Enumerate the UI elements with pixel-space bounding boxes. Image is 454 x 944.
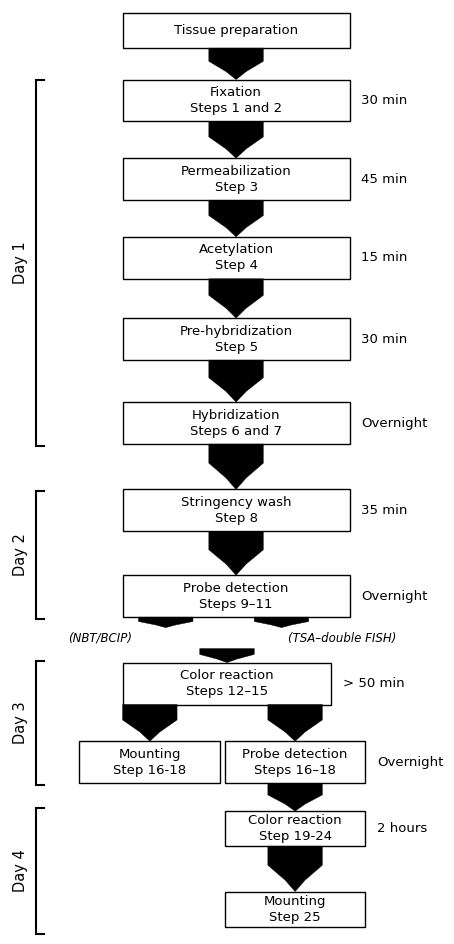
Polygon shape (209, 278, 263, 318)
FancyBboxPatch shape (123, 318, 350, 360)
Text: 15 min: 15 min (361, 251, 407, 264)
Text: Probe detection
Steps 9–11: Probe detection Steps 9–11 (183, 582, 289, 611)
Text: 2 hours: 2 hours (377, 822, 427, 835)
Text: Day 2: Day 2 (13, 533, 28, 577)
Text: Day 1: Day 1 (13, 242, 28, 284)
Polygon shape (200, 649, 254, 663)
Text: 45 min: 45 min (361, 173, 407, 186)
Text: Fixation
Steps 1 and 2: Fixation Steps 1 and 2 (190, 86, 282, 115)
Polygon shape (209, 444, 263, 490)
Text: (TSA–double FISH): (TSA–double FISH) (288, 632, 397, 645)
FancyBboxPatch shape (123, 663, 331, 704)
Polygon shape (209, 48, 263, 79)
Text: Permeabilization
Step 3: Permeabilization Step 3 (181, 164, 291, 194)
FancyBboxPatch shape (225, 891, 365, 926)
FancyBboxPatch shape (225, 741, 365, 784)
Text: > 50 min: > 50 min (343, 677, 405, 690)
Text: 30 min: 30 min (361, 332, 407, 346)
Polygon shape (209, 360, 263, 402)
Text: Stringency wash
Step 8: Stringency wash Step 8 (181, 496, 291, 525)
FancyBboxPatch shape (123, 402, 350, 444)
FancyBboxPatch shape (225, 811, 365, 846)
Text: 35 min: 35 min (361, 504, 407, 517)
Text: Day 4: Day 4 (13, 850, 28, 892)
Text: (NBT/BCIP): (NBT/BCIP) (68, 632, 132, 645)
Text: Probe detection
Steps 16–18: Probe detection Steps 16–18 (242, 748, 348, 777)
Text: 30 min: 30 min (361, 94, 407, 107)
Text: Overnight: Overnight (377, 756, 443, 768)
FancyBboxPatch shape (123, 490, 350, 531)
Text: Overnight: Overnight (361, 416, 427, 430)
Polygon shape (268, 704, 322, 741)
Polygon shape (138, 617, 193, 628)
FancyBboxPatch shape (123, 13, 350, 48)
Text: Overnight: Overnight (361, 590, 427, 602)
FancyBboxPatch shape (123, 237, 350, 278)
Polygon shape (254, 617, 309, 628)
Polygon shape (209, 122, 263, 159)
FancyBboxPatch shape (123, 159, 350, 200)
Text: Hybridization
Steps 6 and 7: Hybridization Steps 6 and 7 (190, 409, 282, 438)
Text: Acetylation
Step 4: Acetylation Step 4 (198, 244, 274, 273)
FancyBboxPatch shape (123, 575, 350, 617)
Text: Day 3: Day 3 (13, 701, 28, 744)
Polygon shape (123, 704, 177, 741)
Text: Pre-hybridization
Step 5: Pre-hybridization Step 5 (179, 325, 293, 354)
Polygon shape (209, 531, 263, 575)
Text: Mounting
Step 25: Mounting Step 25 (264, 895, 326, 923)
Polygon shape (268, 846, 322, 891)
Text: Color reaction
Steps 12–15: Color reaction Steps 12–15 (180, 669, 274, 698)
Text: Tissue preparation: Tissue preparation (174, 25, 298, 37)
Polygon shape (268, 784, 322, 811)
FancyBboxPatch shape (79, 741, 220, 784)
Polygon shape (209, 200, 263, 237)
FancyBboxPatch shape (123, 79, 350, 122)
Text: Mounting
Step 16-18: Mounting Step 16-18 (113, 748, 187, 777)
Text: Color reaction
Step 19-24: Color reaction Step 19-24 (248, 814, 342, 843)
